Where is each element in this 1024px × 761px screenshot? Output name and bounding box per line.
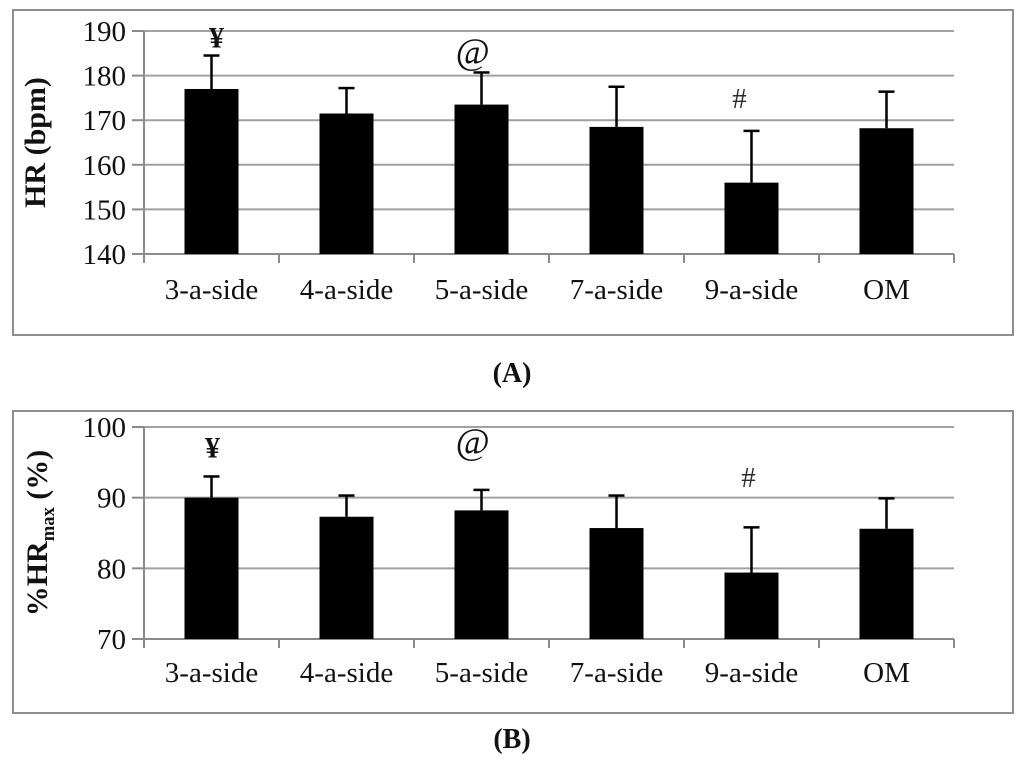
- y-tick-label-90: 90: [97, 483, 126, 515]
- caption-panel-b: (B): [493, 724, 531, 755]
- bar-7-a-side: [589, 528, 644, 639]
- bar-9-a-side: [724, 572, 779, 639]
- y-tick-label-150: 150: [83, 194, 127, 226]
- bar-OM: [859, 128, 914, 254]
- annotation-symbol: @: [455, 422, 489, 463]
- y-tick-label-70: 70: [97, 624, 126, 656]
- x-category-label-5-a-side: 5-a-side: [435, 657, 528, 689]
- bar-3-a-side: [184, 88, 239, 254]
- bar-4-a-side: [319, 516, 374, 639]
- x-category-label-7-a-side: 7-a-side: [570, 657, 663, 689]
- bar-5-a-side: [454, 510, 509, 639]
- y-tick-label-190: 190: [83, 16, 127, 48]
- panel-b: 70 80 90 100 3-a-side 4-a-side 5-a-side 7-a-sid…: [12, 410, 1014, 714]
- caption-panel-a: (A): [492, 358, 532, 389]
- x-category-label-9-a-side: 9-a-side: [705, 657, 798, 689]
- y-tick-label-100: 100: [83, 412, 127, 444]
- x-category-label-3-a-side: 3-a-side: [165, 274, 258, 306]
- y-tick-label-160: 160: [83, 150, 127, 182]
- panel-a: 140 150 160 170 180 190 3-a-side 4-a-side 5-a-si…: [12, 9, 1014, 336]
- x-category-label-4-a-side: 4-a-side: [300, 657, 393, 689]
- x-category-label-OM: OM: [863, 274, 910, 306]
- annotation-symbol: @: [455, 32, 489, 73]
- bar-3-a-side: [184, 497, 239, 639]
- x-category-label-OM: OM: [863, 657, 910, 689]
- y-axis-title: %HRmax (%): [21, 450, 59, 617]
- bar-5-a-side: [454, 104, 509, 254]
- x-category-label-3-a-side: 3-a-side: [165, 657, 258, 689]
- bar-9-a-side: [724, 182, 779, 254]
- annotation-symbol: #: [732, 83, 747, 115]
- bar-4-a-side: [319, 113, 374, 254]
- x-category-label-9-a-side: 9-a-side: [705, 274, 798, 306]
- x-category-label-4-a-side: 4-a-side: [300, 274, 393, 306]
- y-tick-label-140: 140: [83, 239, 127, 271]
- y-tick-label-180: 180: [83, 61, 127, 93]
- x-category-label-7-a-side: 7-a-side: [570, 274, 663, 306]
- bar-OM: [859, 528, 914, 639]
- annotation-symbol: ¥: [205, 432, 220, 465]
- annotation-symbol: #: [741, 462, 756, 494]
- annotation-symbol: ¥: [209, 22, 224, 55]
- bar-7-a-side: [589, 126, 644, 254]
- y-tick-label-170: 170: [83, 105, 127, 137]
- y-tick-label-80: 80: [97, 553, 126, 585]
- hrmax-bar-chart: 70 80 90 100 3-a-side 4-a-side 5-a-side 7-a-sid…: [21, 412, 955, 689]
- y-axis-title: HR (bpm): [19, 77, 52, 208]
- hr-bar-chart: 140 150 160 170 180 190 3-a-side 4-a-side 5-a-si…: [19, 16, 955, 306]
- x-category-label-5-a-side: 5-a-side: [435, 274, 528, 306]
